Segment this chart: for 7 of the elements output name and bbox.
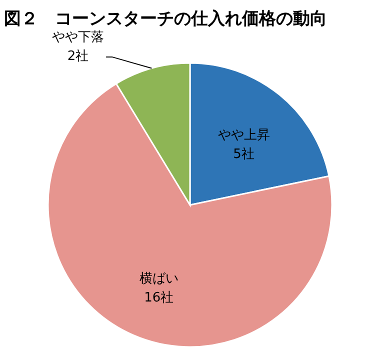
chart-title: 図２ コーンスターチの仕入れ価格の動向: [4, 9, 327, 29]
slice-label: やや下落: [52, 30, 104, 45]
data-label: 5社: [233, 146, 254, 162]
slice-label: 横ばい: [139, 272, 178, 287]
data-label: 2社: [67, 48, 89, 64]
data-label: 16社: [144, 290, 174, 306]
slice-label: やや上昇: [218, 128, 270, 143]
